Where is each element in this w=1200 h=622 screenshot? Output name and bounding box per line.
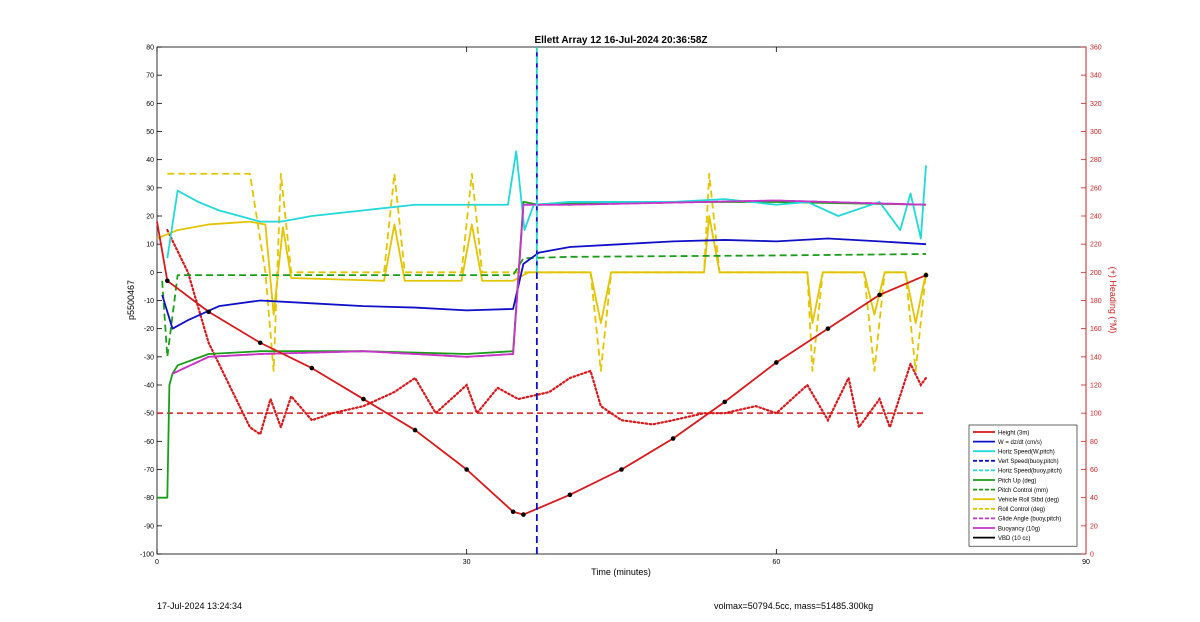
y-axis-label: p5500467	[126, 280, 136, 320]
series-line	[167, 172, 927, 372]
height-marker	[825, 326, 831, 331]
y2-tick-label: 360	[1090, 45, 1102, 52]
height-marker	[877, 292, 882, 298]
height-marker	[521, 512, 526, 517]
y-tick-label: 40	[146, 157, 154, 164]
y2-tick-label: 180	[1090, 298, 1102, 305]
legend: Height (3m) W = dz/dt (cm/s) Horiz Speed(W…	[968, 424, 1078, 547]
series-layer	[156, 47, 929, 554]
y2-tick-label: 280	[1090, 157, 1102, 164]
footer-timestamp: 17-Jul-2024 13:24:34	[157, 601, 243, 611]
heading-series	[166, 228, 928, 437]
legend-entry: VBD (10 cc)	[998, 536, 1030, 542]
footer-volmax-mass: volmax=50794.5cc, mass=51485.300kg	[714, 601, 874, 611]
legend-box	[968, 424, 1078, 547]
legend-entry: Pitch Control (mm)	[998, 488, 1048, 494]
y-tick-label: -10	[144, 298, 154, 305]
legend-entry: Vehicle Roll Stbd (deg)	[998, 498, 1059, 504]
height-marker	[722, 399, 728, 405]
series-line	[172, 199, 927, 375]
y-tick-label: -70	[144, 467, 154, 474]
height-marker	[774, 360, 779, 365]
y2-tick-label: 200	[1090, 270, 1102, 277]
x-axis-label: Time (minutes)	[591, 567, 651, 577]
y2-tick-label: 40	[1090, 495, 1098, 502]
height-marker	[206, 309, 211, 315]
series-line	[156, 221, 927, 516]
y-tick-label: 70	[146, 73, 154, 80]
y-tick-label: 20	[146, 214, 154, 221]
legend-entry: Pitch Up (deg)	[998, 478, 1036, 484]
y2-axis-label: (+) Heading (°M)	[1108, 267, 1118, 334]
y2-tick-label: 340	[1090, 73, 1102, 80]
y-tick-label: -60	[144, 439, 154, 446]
legend-entry: Vert Speed(buoy,pitch)	[998, 459, 1059, 465]
legend-entry: Horiz Speed(W,pitch)	[998, 450, 1055, 456]
y-tick-label: -20	[144, 326, 154, 333]
plot-background	[156, 46, 1087, 555]
y-tick-label: 50	[146, 129, 154, 136]
y2-tick-label: 260	[1090, 185, 1102, 192]
height-marker	[670, 436, 676, 441]
x-tick-label: 30	[463, 559, 471, 566]
y2-tick-label: 120	[1090, 383, 1102, 390]
x-tick-label: 0	[155, 559, 159, 566]
y-tick-label: -100	[140, 552, 154, 559]
legend-entry: W = dz/dt (cm/s)	[998, 440, 1042, 446]
height-marker	[309, 365, 315, 371]
x-tick-label: 60	[772, 559, 780, 566]
height-marker	[619, 467, 624, 472]
y-tick-label: -90	[144, 523, 154, 530]
height-marker	[464, 467, 469, 472]
y2-tick-label: 20	[1090, 523, 1098, 530]
y2-tick-label: 140	[1090, 354, 1102, 361]
series-line	[161, 253, 927, 358]
y2-tick-label: 60	[1090, 467, 1098, 474]
y-tick-label: 0	[150, 270, 154, 277]
y-tick-label: -50	[144, 411, 154, 418]
x-tick-label: 90	[1082, 559, 1090, 566]
y2-tick-label: 300	[1090, 129, 1102, 136]
y-tick-label: -40	[144, 383, 154, 390]
y-tick-label: -80	[144, 495, 154, 502]
chart-title: Ellett Array 12 16-Jul-2024 20:36:58Z	[534, 35, 707, 46]
y-tick-label: -30	[144, 354, 154, 361]
y-tick-label: 10	[146, 242, 154, 249]
y-tick-label: 30	[146, 185, 154, 192]
series-line	[166, 150, 927, 259]
height-marker	[361, 396, 366, 402]
height-marker	[567, 492, 573, 498]
legend-entry: Roll Control (deg)	[998, 507, 1045, 513]
y2-tick-label: 240	[1090, 214, 1102, 221]
legend-entry: Glide Angle (buoy,pitch)	[998, 517, 1061, 523]
legend-entry: Buoyancy (10g)	[998, 526, 1040, 532]
height-marker	[257, 340, 263, 346]
y2-tick-label: 220	[1090, 242, 1102, 249]
height-marker	[923, 272, 929, 278]
height-marker	[165, 278, 170, 284]
legend-entry: Horiz Speed(buoy,pitch)	[998, 469, 1062, 475]
y-tick-label: 60	[146, 101, 154, 108]
y-tick-label: 80	[146, 45, 154, 52]
y2-tick-label: 100	[1090, 411, 1102, 418]
y2-tick-label: 160	[1090, 326, 1102, 333]
legend-entry: Height (3m)	[998, 430, 1029, 436]
height-marker	[510, 509, 516, 515]
series-line	[156, 215, 927, 324]
y2-tick-label: 80	[1090, 439, 1098, 446]
height-marker	[412, 427, 418, 433]
y2-tick-label: 320	[1090, 101, 1102, 108]
y2-tick-label: 0	[1090, 552, 1094, 559]
